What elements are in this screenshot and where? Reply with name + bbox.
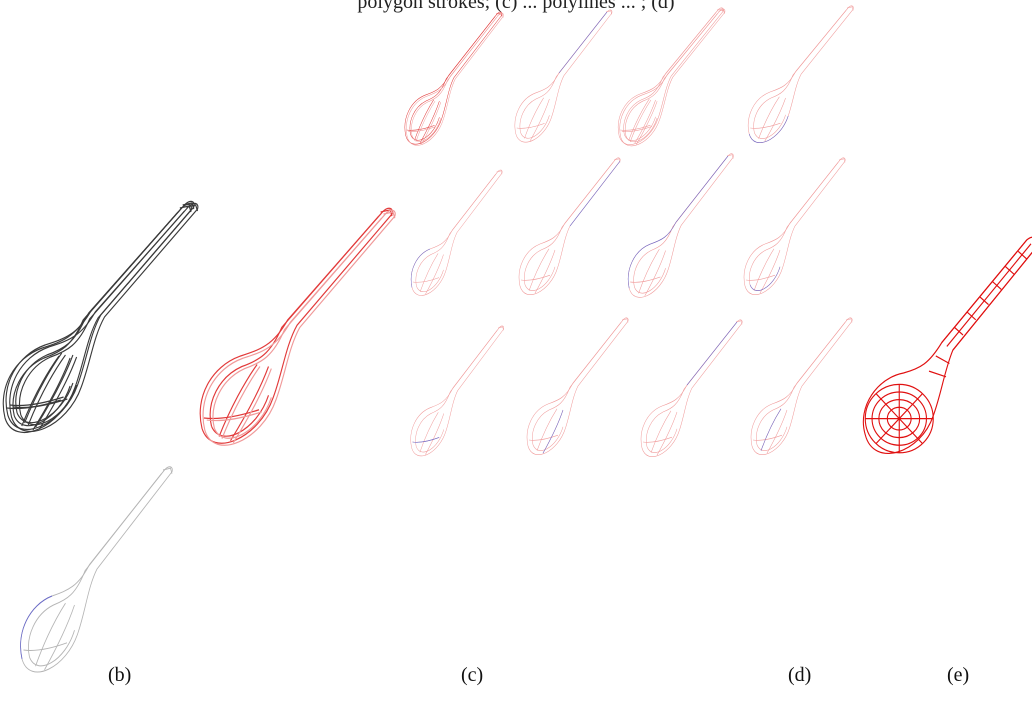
spoon-strokes-red (199, 207, 396, 446)
spoon-r1c1 (404, 11, 504, 146)
spoon-r3c4 (750, 317, 853, 455)
spoon-r3c3 (640, 319, 743, 457)
panel-label-c: (c) (461, 664, 484, 686)
spoon-r2c1 (410, 169, 503, 296)
spoon-r1c2 (514, 9, 613, 143)
panel-label-e: (e) (947, 664, 970, 686)
spoon-r1c4 (747, 5, 854, 143)
spoon-r1c3 (617, 7, 726, 147)
spoon-r3c1 (410, 325, 505, 457)
spoon-r2c4 (743, 157, 846, 295)
spoon-mesh-red (862, 236, 1032, 454)
spoon-r3c2 (526, 317, 629, 455)
spoon-sketch-black (2, 200, 199, 434)
panel-label-b: (b) (108, 664, 132, 686)
spoon-r2c3 (627, 153, 734, 298)
panel-label-d: (d) (788, 664, 812, 686)
figure-caption-fragment: polygon strokes; (c) ... polylines ... ;… (357, 0, 675, 13)
spoon-sketch-gray (20, 466, 173, 673)
spoon-r2c2 (518, 157, 621, 295)
spoon-grid (404, 5, 854, 457)
